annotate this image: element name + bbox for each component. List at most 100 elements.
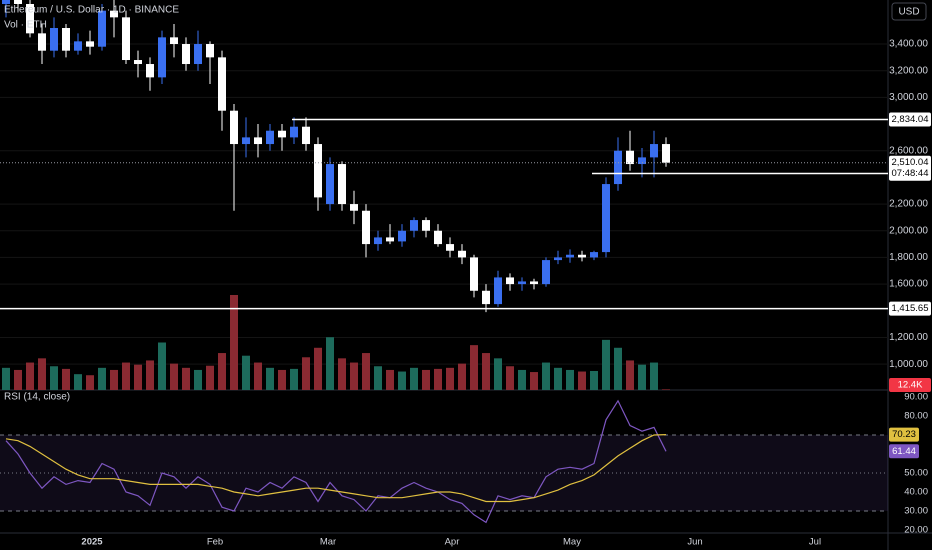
candle-body <box>650 144 658 158</box>
candle-body <box>2 0 10 5</box>
candle-body <box>506 277 514 285</box>
x-tick-label: 2025 <box>81 537 103 548</box>
candle-body <box>290 126 298 138</box>
candle-body <box>458 250 466 258</box>
y-tick-label: 3,200.00 <box>889 65 928 76</box>
candle-body <box>302 126 310 145</box>
volume-bar <box>218 353 226 390</box>
y-tick-label: 40.00 <box>904 486 928 497</box>
candle-body <box>98 10 106 47</box>
candle-body <box>254 137 262 145</box>
level-label: 1,415.65 <box>892 303 929 314</box>
last-price-box <box>889 155 931 181</box>
candle-body <box>158 37 166 78</box>
candle-body <box>614 150 622 185</box>
candle-body <box>482 290 490 305</box>
volume-bar <box>434 368 442 390</box>
volume-bar <box>542 362 550 390</box>
y-tick-label: 3,000.00 <box>889 92 928 103</box>
volume-bar <box>122 362 130 390</box>
candle-body <box>386 237 394 242</box>
volume-bar <box>566 369 574 390</box>
volume-bar <box>158 342 166 390</box>
rsi-value-box <box>889 444 919 459</box>
rsi-line <box>5 434 667 503</box>
x-tick-label: Mar <box>320 537 336 548</box>
candle-body <box>446 244 454 251</box>
volume-bar <box>62 368 70 390</box>
candle-body <box>542 260 550 285</box>
candle-body <box>170 37 178 45</box>
candle-body <box>14 0 22 5</box>
volume-title: Vol · ETH <box>4 20 47 31</box>
volume-bar <box>554 367 562 390</box>
candle-body <box>662 144 670 163</box>
rsi-title: RSI (14, close) <box>4 392 70 403</box>
candle-body <box>110 10 118 18</box>
candle-body <box>134 60 142 65</box>
volume-bar <box>254 362 262 390</box>
volume-bar <box>518 369 526 390</box>
x-tick-label: Jul <box>809 537 821 548</box>
candle-body <box>626 150 634 165</box>
candle-body <box>554 257 562 261</box>
volume-bar <box>290 368 298 390</box>
candle-body <box>518 281 526 285</box>
volume-bar <box>230 295 238 390</box>
y-tick-label: 30.00 <box>904 505 928 516</box>
volume-bar <box>530 372 538 390</box>
volume-bar <box>14 369 22 390</box>
candle-body <box>434 230 442 245</box>
level-label: 2,834.04 <box>892 114 929 125</box>
candle-body <box>218 57 226 111</box>
candle-body <box>86 41 94 47</box>
rsi-value-box <box>889 427 919 442</box>
volume-bar <box>302 357 310 390</box>
volume-bar <box>494 358 502 390</box>
volume-bar <box>86 375 94 390</box>
candle-body <box>314 144 322 198</box>
candle-body <box>494 277 502 305</box>
volume-bar <box>506 366 514 390</box>
volume-bar <box>614 347 622 390</box>
volume-bar <box>2 367 10 390</box>
candle-body <box>266 130 274 145</box>
volume-bar <box>602 339 610 390</box>
y-tick-label: 80.00 <box>904 411 928 422</box>
candle-body <box>470 257 478 291</box>
level-label-box <box>889 112 931 127</box>
volume-bar <box>422 369 430 390</box>
candle-body <box>398 230 406 242</box>
candle-body <box>590 252 598 258</box>
candle-body <box>638 157 646 165</box>
y-tick-label: 1,200.00 <box>889 332 928 343</box>
y-tick-label: 20.00 <box>904 524 928 535</box>
volume-bar <box>482 353 490 390</box>
volume-bar <box>110 369 118 390</box>
volume-bar <box>74 374 82 390</box>
currency-button[interactable] <box>891 2 927 21</box>
volume-label: 12.4K <box>898 380 923 391</box>
volume-bar <box>638 364 646 390</box>
x-tick-label: Feb <box>207 537 223 548</box>
volume-bar <box>446 367 454 390</box>
candle-body <box>74 41 82 51</box>
volume-bar <box>326 337 334 390</box>
x-tick-label: May <box>563 537 581 548</box>
candle-body <box>602 184 610 253</box>
y-tick-label: 3,400.00 <box>889 39 928 50</box>
volume-bar <box>338 358 346 390</box>
rsi-value-label: 70.23 <box>892 429 916 440</box>
volume-bar <box>470 345 478 390</box>
level-label-box <box>889 301 931 316</box>
candle-body <box>338 164 346 205</box>
candle-body <box>146 64 154 78</box>
candle-body <box>410 220 418 231</box>
volume-bar <box>374 366 382 390</box>
candle-body <box>578 254 586 258</box>
volume-bar <box>146 360 154 390</box>
volume-bar <box>458 363 466 390</box>
y-tick-label: 1,000.00 <box>889 359 928 370</box>
volume-bar <box>626 360 634 390</box>
currency[interactable]: USD <box>898 7 919 18</box>
